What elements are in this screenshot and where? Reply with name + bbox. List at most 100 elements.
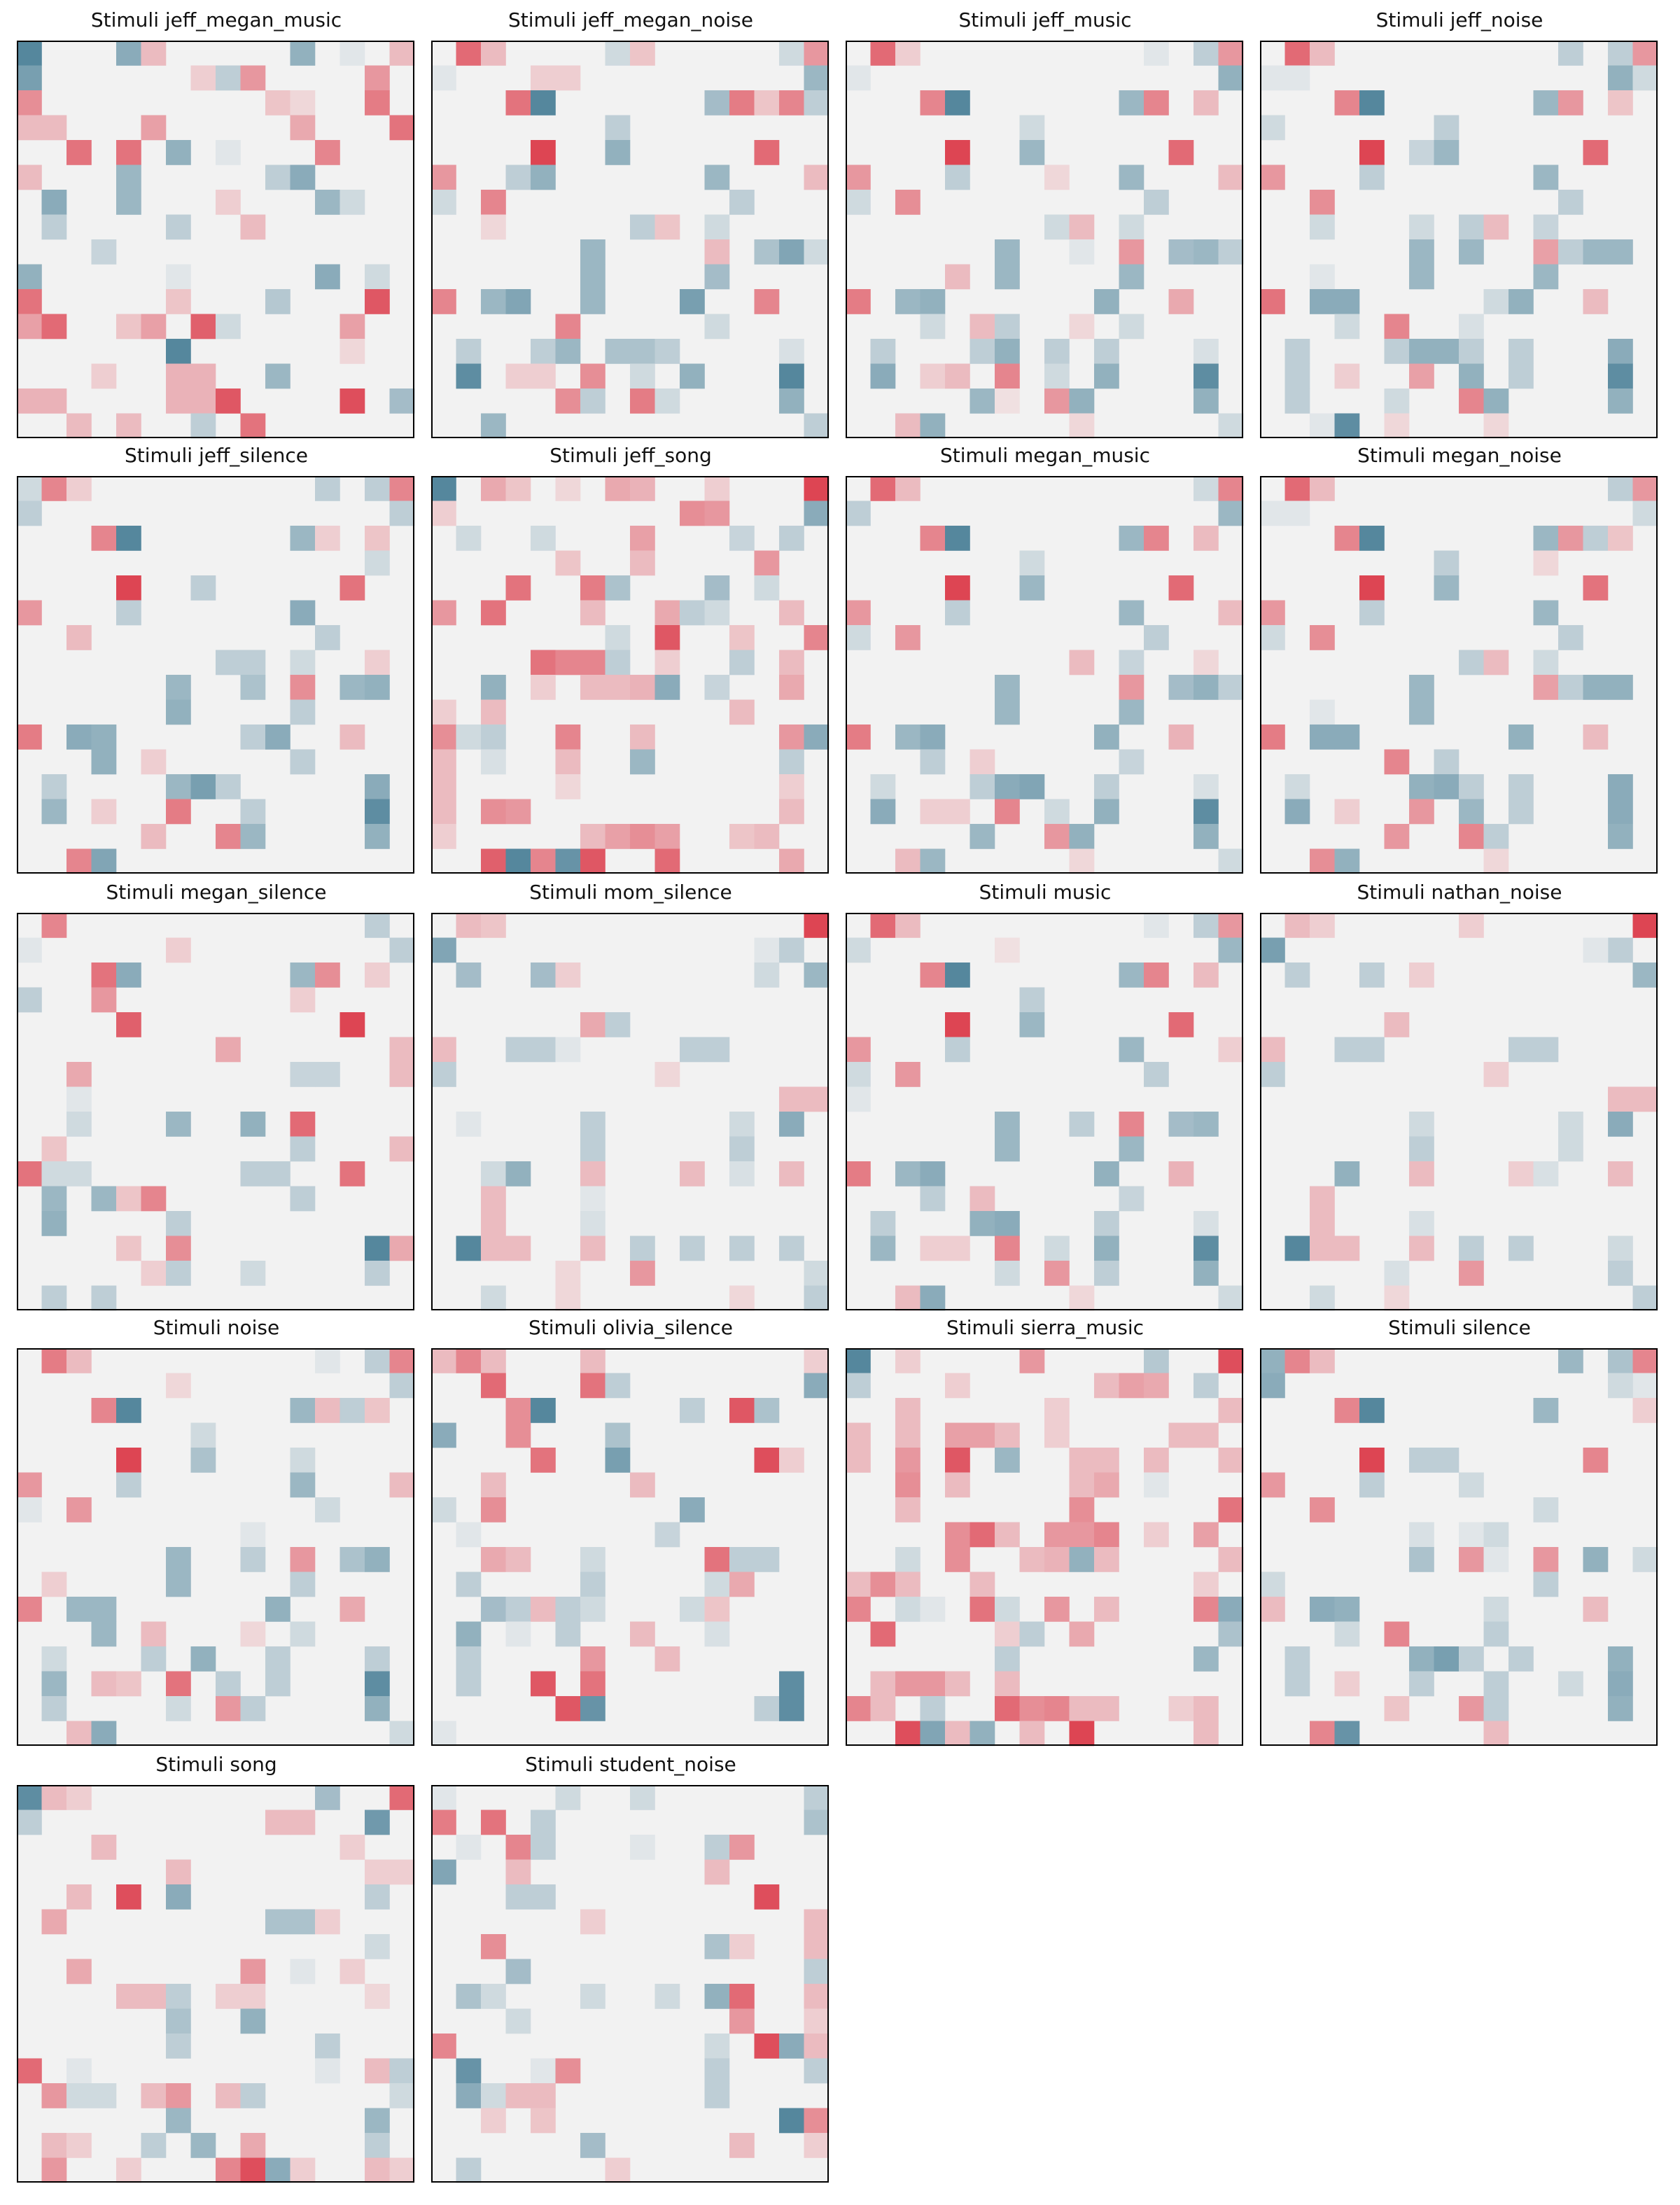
heatmap-cell: [1459, 650, 1484, 676]
heatmap-cell: [1409, 1236, 1434, 1261]
heatmap-cell: [1334, 1398, 1360, 1423]
heatmap-cell: [846, 1696, 871, 1721]
heatmap-cell: [1194, 824, 1219, 849]
heatmap-cell: [481, 600, 506, 626]
heatmap-cell: [1533, 600, 1559, 626]
heatmap-cell: [290, 1448, 316, 1473]
heatmap-cell: [66, 476, 92, 501]
heatmap-cell: [605, 41, 631, 66]
heatmap-cell: [1310, 214, 1335, 240]
heatmap-cell: [91, 724, 117, 750]
heatmap-cell: [1218, 1621, 1244, 1647]
heatmap-cell: [216, 1037, 241, 1063]
heatmap-cell: [481, 699, 506, 725]
heatmap-cell: [804, 1348, 830, 1373]
heatmap-cell: [630, 214, 655, 240]
heatmap-cell: [1558, 190, 1583, 215]
heatmap-cell: [141, 1621, 167, 1647]
panel-title: Stimuli mom_silence: [529, 881, 732, 904]
heatmap-cell: [1194, 339, 1219, 364]
heatmap-matrix: [846, 476, 1244, 874]
heatmap-cell: [1384, 749, 1410, 775]
heatmap-cell: [1608, 90, 1633, 115]
heatmap-cell: [605, 824, 631, 849]
heatmap-cell: [1069, 824, 1095, 849]
heatmap-cell: [580, 239, 606, 265]
heatmap-cell: [1608, 1646, 1633, 1672]
heatmap-cell: [1218, 848, 1244, 874]
heatmap-cell: [654, 675, 680, 700]
heatmap-cell: [680, 600, 705, 626]
heatmap-cell: [456, 2058, 482, 2084]
heatmap-cell: [870, 1211, 896, 1236]
heatmap-cell: [431, 1348, 456, 1373]
heatmap-cell: [505, 1236, 531, 1261]
heatmap-cell: [240, 1522, 266, 1548]
heatmap-cell: [481, 675, 506, 700]
heatmap-cell: [1168, 1696, 1194, 1721]
heatmap-cell: [555, 550, 581, 576]
heatmap-cell: [1632, 913, 1658, 938]
heatmap-cell: [1260, 289, 1285, 314]
heatmap-cell: [456, 1621, 482, 1647]
heatmap-cell: [1310, 1721, 1335, 1746]
heatmap-cell: [216, 65, 241, 91]
heatmap-cell: [116, 600, 141, 626]
heatmap-cell: [945, 363, 970, 389]
heatmap-cell: [1483, 1597, 1509, 1622]
heatmap-cell: [389, 1785, 415, 1810]
heatmap-cell: [66, 848, 92, 874]
heatmap-cell: [1508, 774, 1534, 799]
heatmap-matrix: [17, 41, 415, 439]
heatmap-cell: [1409, 1547, 1434, 1572]
heatmap-cell: [365, 675, 390, 700]
heatmap-cell: [680, 1037, 705, 1063]
heatmap-cell: [1459, 239, 1484, 265]
heatmap-cell: [481, 1934, 506, 1959]
heatmap-cell: [779, 41, 804, 66]
heatmap-cell: [1334, 1037, 1360, 1063]
heatmap-cell: [1459, 1547, 1484, 1572]
heatmap-cell: [190, 388, 216, 414]
heatmap-cell: [166, 1236, 191, 1261]
heatmap-cell: [754, 90, 780, 115]
heatmap-cell: [365, 264, 390, 290]
heatmap-cell: [580, 650, 606, 676]
heatmap-cell: [1384, 388, 1410, 414]
heatmap-cell: [945, 526, 970, 551]
heatmap-cell: [340, 1547, 365, 1572]
heatmap-cell: [1434, 575, 1460, 601]
heatmap-cell: [1583, 937, 1609, 963]
heatmap-cell: [1533, 1398, 1559, 1423]
heatmap-cell: [41, 799, 67, 825]
heatmap-cell: [1194, 1646, 1219, 1672]
heatmap-cell: [315, 1909, 340, 1935]
heatmap-cell: [920, 799, 946, 825]
heatmap-cell: [365, 1884, 390, 1910]
heatmap-cell: [365, 824, 390, 849]
heatmap-cell: [870, 41, 896, 66]
heatmap-cell: [895, 1285, 920, 1311]
heatmap-cell: [481, 1348, 506, 1373]
heatmap-cell: [216, 1696, 241, 1721]
heatmap-cell: [1044, 363, 1070, 389]
heatmap-cell: [1069, 1472, 1095, 1498]
panel-title: Stimuli megan_silence: [106, 881, 327, 904]
heatmap-cell: [1459, 913, 1484, 938]
heatmap-cell: [945, 600, 970, 626]
heatmap-cell: [91, 526, 117, 551]
heatmap-cell: [365, 476, 390, 501]
heatmap-cell: [895, 1062, 920, 1087]
heatmap-cell: [654, 848, 680, 874]
heatmap-cell: [166, 1373, 191, 1399]
heatmap-cell: [580, 1547, 606, 1572]
heatmap-cell: [1608, 388, 1633, 414]
heatmap-cell: [41, 1136, 67, 1162]
heatmap-cell: [1310, 724, 1335, 750]
heatmap-cell: [754, 937, 780, 963]
heatmap-cell: [456, 363, 482, 389]
heatmap-cell: [456, 1112, 482, 1137]
heatmap-cell: [895, 1497, 920, 1522]
heatmap-cell: [1194, 1522, 1219, 1548]
heatmap-cell: [1334, 799, 1360, 825]
